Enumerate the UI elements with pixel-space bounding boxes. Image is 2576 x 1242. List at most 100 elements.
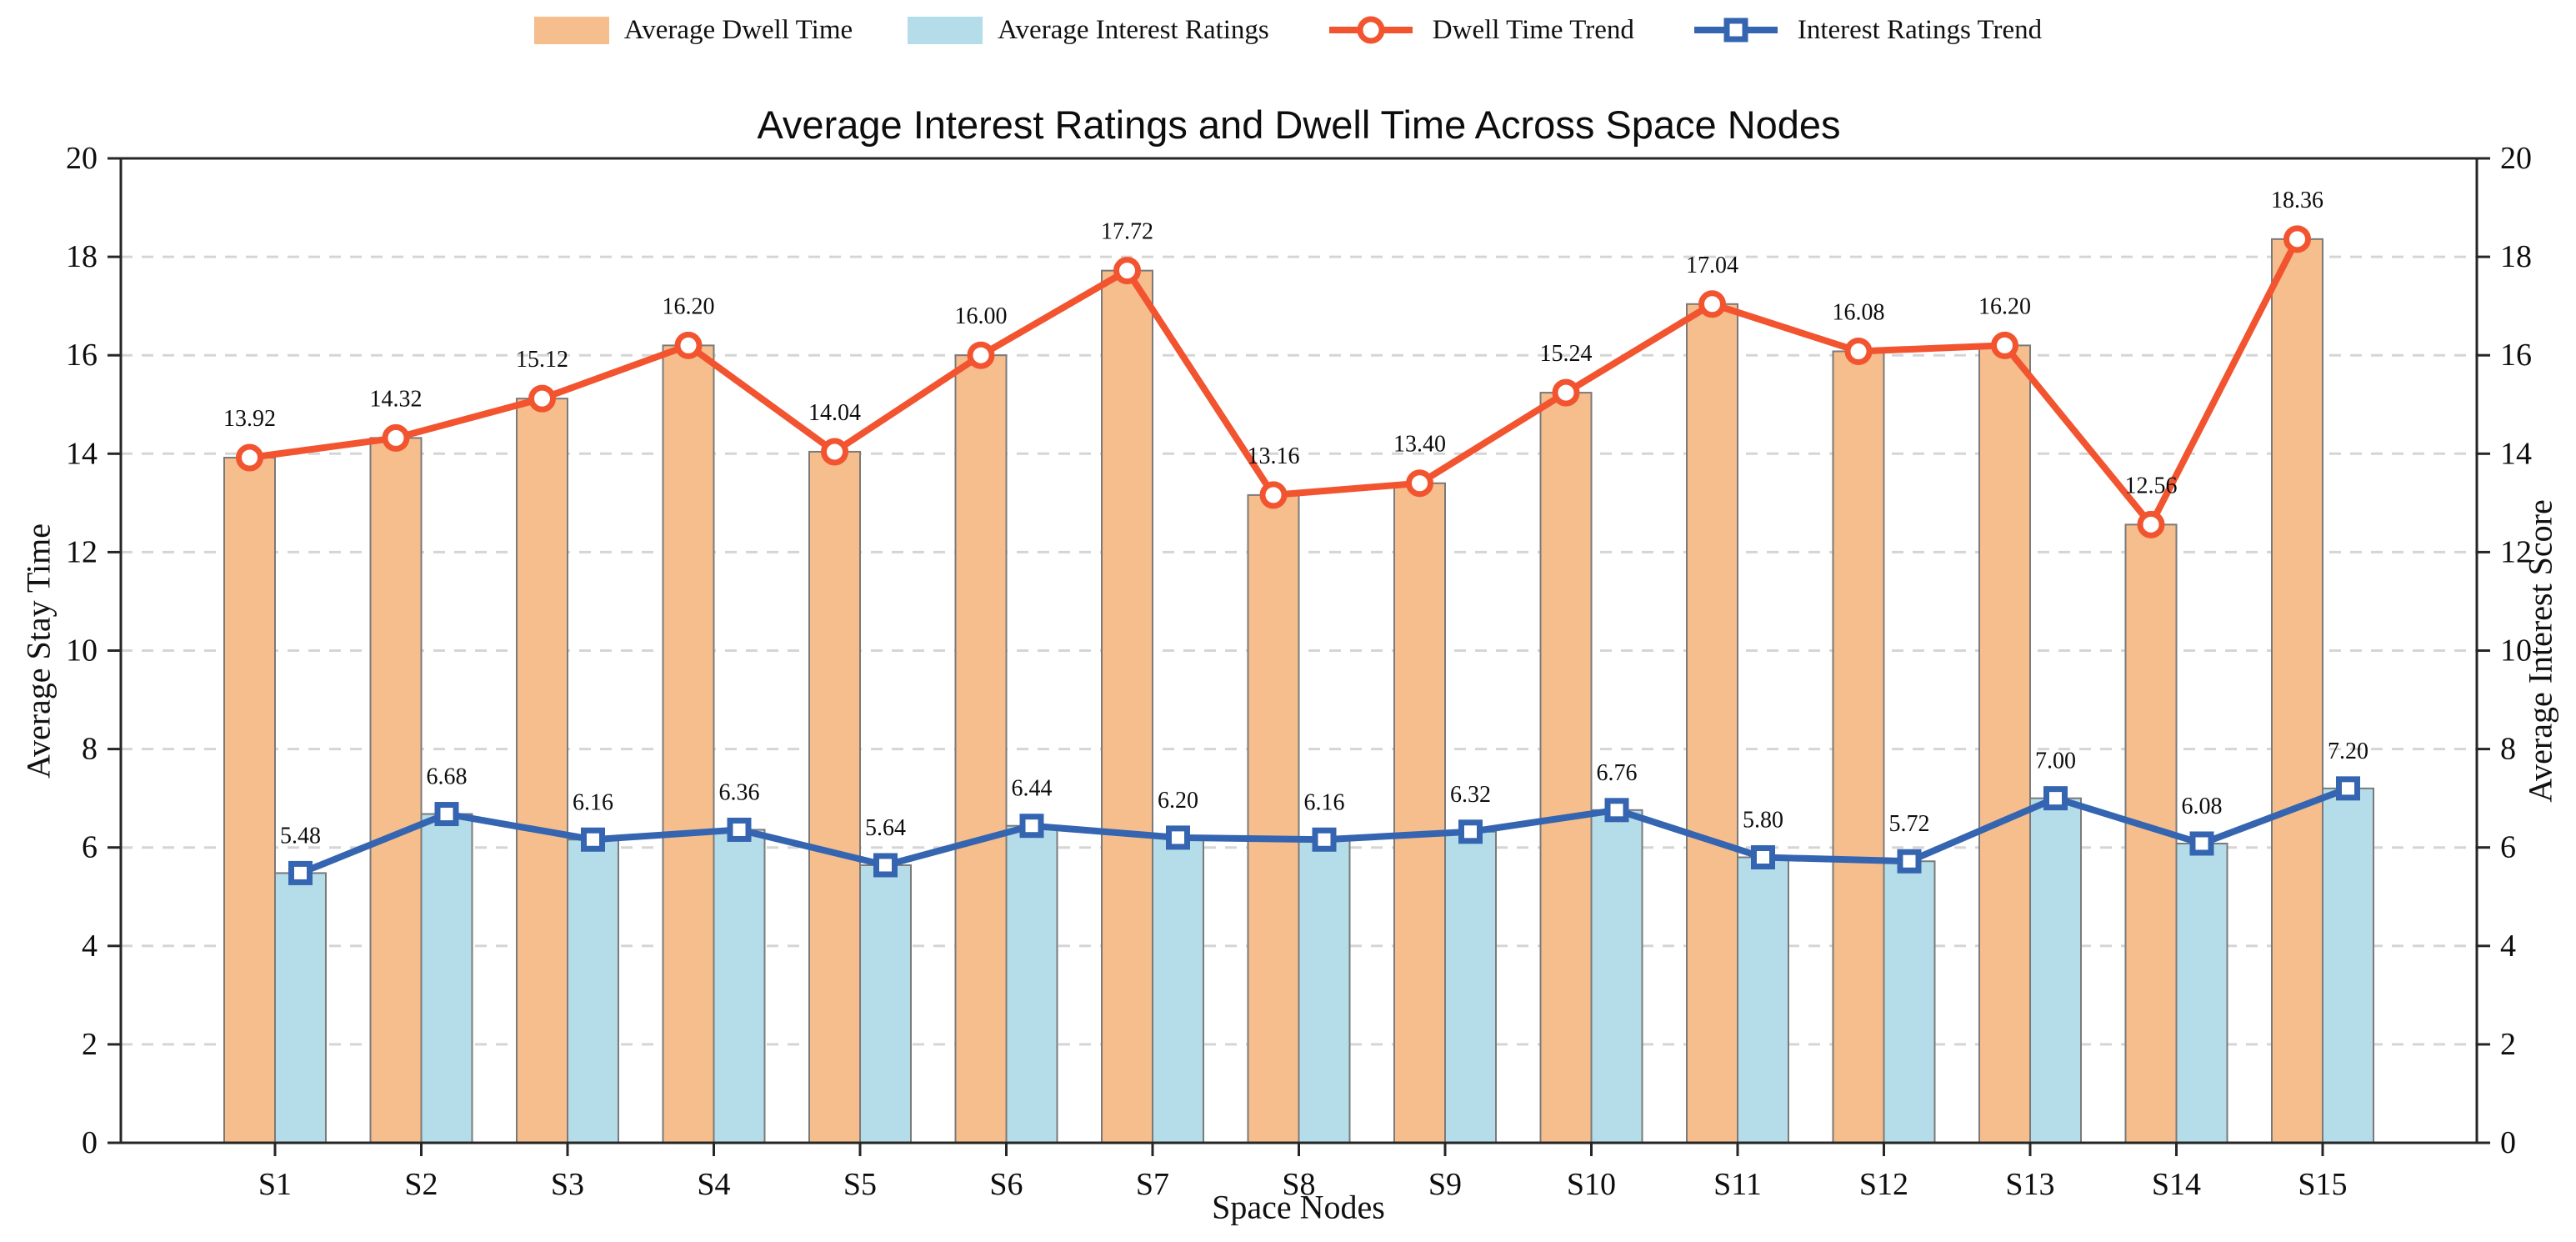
dwell-value-label-S14: 12.56 [2125, 473, 2178, 498]
legend-item-0: Average Dwell Time [533, 14, 853, 46]
left-tick-label-8: 8 [82, 732, 98, 767]
square-marker-S15 [2336, 776, 2360, 801]
square-marker-S12 [1897, 849, 1922, 874]
right-tick-label-12: 12 [2500, 534, 2532, 569]
right-tick-label-18: 18 [2500, 239, 2532, 274]
circle-marker-S2 [382, 423, 410, 452]
x-tick-label-S11: S11 [1713, 1167, 1762, 1202]
bar-dwell-S3 [516, 398, 568, 1144]
square-marker-S5 [873, 853, 898, 878]
bar-interest-S8 [1298, 839, 1351, 1144]
x-tick-label-S6: S6 [989, 1167, 1023, 1202]
bar-interest-S13 [2029, 797, 2082, 1144]
chart-title: Average Interest Ratings and Dwell Time … [757, 103, 1841, 147]
x-tick-label-S5: S5 [843, 1167, 877, 1202]
x-tick-label-S15: S15 [2298, 1167, 2347, 1202]
x-tick-label-S4: S4 [697, 1167, 730, 1202]
left-tick-label-18: 18 [66, 239, 98, 274]
x-tick-label-S13: S13 [2005, 1167, 2054, 1202]
left-tick-label-14: 14 [66, 436, 98, 471]
x-tick-label-S14: S14 [2152, 1167, 2201, 1202]
legend-item-1: Average Interest Ratings [908, 15, 1269, 46]
right-tick-label-10: 10 [2500, 634, 2532, 669]
circle-marker-S4 [674, 331, 703, 359]
bar-interest-S2 [420, 813, 473, 1144]
right-tick-label-6: 6 [2500, 830, 2516, 865]
x-tick-label-S2: S2 [404, 1167, 438, 1202]
left-tick-label-4: 4 [82, 929, 98, 964]
square-marker-S4 [727, 817, 752, 842]
bar-interest-S14 [2175, 842, 2228, 1144]
square-marker-S9 [1458, 819, 1483, 844]
legend-bar-swatch [908, 16, 983, 44]
interest-value-label-S11: 5.80 [1743, 808, 1783, 834]
left-tick-label-0: 0 [82, 1125, 98, 1160]
square-marker-S13 [2043, 786, 2068, 811]
dwell-value-label-S13: 16.20 [1978, 293, 2031, 319]
interest-value-label-S4: 6.36 [719, 779, 760, 805]
bar-dwell-S11 [1686, 303, 1738, 1144]
bar-interest-S4 [713, 829, 766, 1144]
interest-value-label-S10: 6.76 [1597, 760, 1638, 786]
interest-value-label-S14: 6.08 [2182, 794, 2223, 819]
bar-interest-S5 [859, 864, 912, 1144]
bar-interest-S10 [1590, 809, 1643, 1144]
left-tick-label-10: 10 [66, 634, 98, 669]
square-marker-S6 [1019, 814, 1044, 839]
square-marker-S3 [581, 827, 605, 852]
legend-label: Dwell Time Trend [1432, 14, 1634, 45]
circle-marker-S7 [1113, 257, 1141, 285]
legend-label: Interest Ratings Trend [1797, 14, 2043, 45]
bar-interest-S1 [274, 872, 327, 1144]
legend-label: Average Dwell Time [623, 14, 853, 45]
x-tick-label-S7: S7 [1136, 1167, 1169, 1202]
right-tick-label-4: 4 [2500, 929, 2516, 964]
x-tick-label-S1: S1 [258, 1167, 292, 1202]
left-tick-label-6: 6 [82, 830, 98, 865]
dwell-value-label-S11: 17.04 [1686, 253, 1738, 278]
square-marker-S8 [1312, 827, 1337, 852]
dwell-value-label-S12: 16.08 [1833, 299, 1885, 325]
right-tick-label-16: 16 [2500, 338, 2532, 373]
circle-marker-S1 [236, 443, 263, 472]
x-tick-label-S10: S10 [1567, 1167, 1616, 1202]
left-tick-label-2: 2 [82, 1027, 98, 1062]
dwell-value-label-S4: 16.20 [663, 293, 715, 319]
bar-interest-S12 [1883, 860, 1936, 1144]
square-marker-S10 [1604, 798, 1629, 823]
circle-marker-S12 [1844, 337, 1873, 365]
left-tick-label-20: 20 [66, 141, 98, 176]
bar-dwell-S8 [1247, 493, 1300, 1144]
bar-dwell-S13 [1978, 344, 2031, 1144]
interest-value-label-S1: 5.48 [280, 823, 321, 849]
left-tick-label-16: 16 [66, 338, 98, 373]
dwell-value-label-S6: 16.00 [955, 303, 1008, 329]
right-tick-label-14: 14 [2500, 436, 2532, 471]
square-marker-S2 [434, 802, 459, 827]
bar-dwell-S5 [808, 450, 861, 1144]
square-marker-S7 [1166, 825, 1190, 850]
circle-marker-S3 [528, 384, 556, 413]
bar-dwell-S2 [369, 437, 423, 1144]
dwell-value-label-S9: 13.40 [1393, 432, 1446, 458]
right-tick-label-20: 20 [2500, 141, 2532, 176]
circle-marker-S5 [821, 438, 848, 466]
dwell-value-label-S2: 14.32 [370, 386, 423, 412]
legend-line-swatch [1328, 16, 1413, 44]
bar-dwell-S6 [954, 354, 1008, 1144]
bar-interest-S7 [1152, 836, 1204, 1144]
legend-line-swatch [1693, 18, 1778, 43]
x-tick-label-S12: S12 [1859, 1167, 1908, 1202]
interest-value-label-S13: 7.00 [2035, 749, 2076, 774]
x-axis-label: Space Nodes [1212, 1188, 1385, 1226]
circle-marker-S15 [2283, 225, 2311, 253]
square-marker-S1 [288, 860, 313, 885]
dwell-value-label-S8: 13.16 [1248, 443, 1300, 469]
chart-legend: Average Dwell Time Average Interest Ratin… [0, 12, 2576, 48]
circle-marker-icon [1357, 16, 1385, 44]
bar-interest-S11 [1737, 856, 1789, 1144]
right-tick-label-8: 8 [2500, 732, 2516, 767]
circle-marker-S8 [1259, 481, 1288, 509]
circle-marker-S11 [1698, 290, 1726, 318]
